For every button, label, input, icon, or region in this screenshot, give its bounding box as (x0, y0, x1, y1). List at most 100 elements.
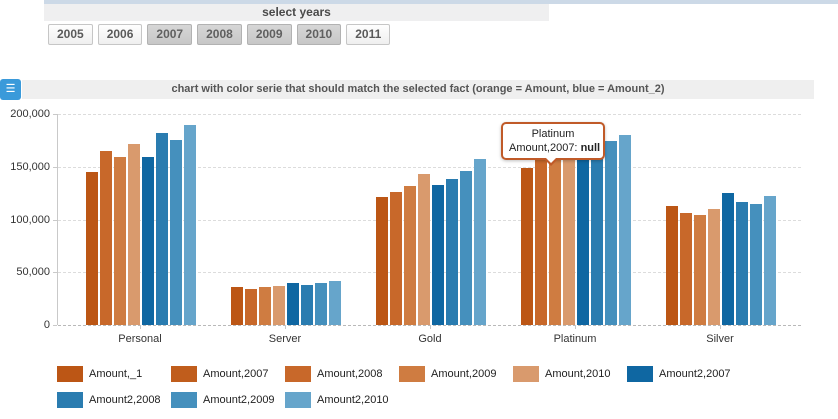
y-tick-mark (53, 220, 57, 221)
bar-group-server (231, 281, 341, 325)
legend-label: Amount,2008 (317, 368, 383, 380)
legend-item-amount-2009[interactable]: Amount,2009 (399, 362, 513, 386)
y-tick-mark (53, 114, 57, 115)
bar-personal-amount2-2008[interactable] (156, 133, 168, 325)
bar-silver-amount-2008[interactable] (680, 213, 692, 325)
legend-swatch-icon (171, 366, 197, 382)
year-button-2006[interactable]: 2006 (97, 24, 143, 45)
bar-silver-amount-2009[interactable] (694, 215, 706, 325)
x-category-label: Server (268, 333, 302, 345)
hamburger-icon[interactable]: ☰ (0, 79, 21, 100)
legend-swatch-icon (285, 392, 311, 408)
year-button-2008[interactable]: 2008 (197, 24, 242, 45)
legend-swatch-icon (171, 392, 197, 408)
y-tick-mark (53, 167, 57, 168)
legend-swatch-icon (57, 392, 83, 408)
legend-label: Amount2,2009 (203, 394, 275, 406)
bar-personal-amount2-2009[interactable] (170, 140, 182, 325)
legend-item-amount2-2008[interactable]: Amount2,2008 (57, 388, 171, 412)
bar-gold-amount2-2009[interactable] (460, 171, 472, 325)
bar-platinum-amount-2010[interactable] (563, 160, 575, 325)
bar-personal-amount2-2010[interactable] (184, 125, 196, 325)
bar-silver-amount-1[interactable] (666, 206, 678, 325)
bar-silver-amount-2010[interactable] (708, 209, 720, 325)
bar-gold-amount-2008[interactable] (390, 192, 402, 325)
legend-item-amount2-2010[interactable]: Amount2,2010 (285, 388, 399, 412)
bar-personal-amount-1[interactable] (86, 172, 98, 325)
bar-gold-amount-2010[interactable] (418, 174, 430, 325)
legend-item-amount-1[interactable]: Amount,_1 (57, 362, 171, 386)
bar-gold-amount-1[interactable] (376, 197, 388, 325)
bar-personal-amount-2008[interactable] (100, 151, 112, 325)
bar-platinum-amount2-2008[interactable] (591, 141, 603, 325)
year-button-2005[interactable]: 2005 (48, 24, 93, 45)
y-tick-label: 50,000 (16, 266, 50, 278)
bar-gold-amount2-2010[interactable] (474, 159, 486, 325)
y-tick-label: 200,000 (10, 108, 50, 120)
bar-server-amount2-2008[interactable] (301, 285, 313, 325)
y-tick-label: 0 (43, 319, 50, 331)
gridline (58, 167, 801, 168)
bar-platinum-amount-2009[interactable] (549, 156, 561, 325)
year-button-2009[interactable]: 2009 (246, 24, 292, 45)
legend-item-amount-2007[interactable]: Amount,2007 (171, 362, 285, 386)
tooltip-category: Platinum (531, 128, 575, 140)
year-button-2010[interactable]: 2010 (296, 24, 342, 45)
bar-silver-amount2-2008[interactable] (736, 202, 748, 325)
legend-swatch-icon (513, 366, 539, 382)
x-category-label: Gold (418, 333, 442, 345)
chart-plot-area (57, 114, 801, 326)
legend-item-amount-2008[interactable]: Amount,2008 (285, 362, 399, 386)
year-button-2011[interactable]: 2011 (346, 24, 391, 45)
legend-item-amount2-2007[interactable]: Amount2,2007 (627, 362, 741, 386)
bar-group-silver (666, 193, 776, 325)
bar-server-amount-2009[interactable] (259, 287, 271, 325)
x-category-label: Platinum (553, 333, 597, 345)
bar-server-amount-2008[interactable] (245, 289, 257, 325)
bar-platinum-amount-2008[interactable] (535, 158, 547, 325)
bar-server-amount2-2010[interactable] (329, 281, 341, 325)
bar-group-personal (86, 125, 196, 325)
x-tick-mark (575, 325, 576, 329)
y-tick-mark (53, 272, 57, 273)
gridline (58, 114, 801, 115)
x-tick-mark (720, 325, 721, 329)
bar-server-amount2-2007[interactable] (287, 283, 299, 325)
bar-platinum-amount2-2009[interactable] (605, 141, 617, 325)
legend-swatch-icon (399, 366, 425, 382)
bar-gold-amount2-2007[interactable] (432, 185, 444, 325)
bar-personal-amount2-2007[interactable] (142, 157, 154, 325)
top-divider-strip (44, 0, 838, 4)
x-tick-mark (285, 325, 286, 329)
legend-label: Amount,2009 (431, 368, 497, 380)
bar-platinum-amount2-2007[interactable] (577, 140, 589, 325)
x-tick-mark (140, 325, 141, 329)
chart-legend: Amount,_1 Amount,2007 Amount,2008 Amount,20… (57, 362, 747, 412)
bar-platinum-amount2-2010[interactable] (619, 135, 631, 325)
bar-personal-amount-2010[interactable] (128, 144, 140, 325)
bar-server-amount-1[interactable] (231, 287, 243, 325)
bar-group-platinum (521, 135, 631, 325)
chart-title-bar: chart with color serie that should match… (22, 80, 814, 99)
legend-label: Amount,_1 (89, 368, 143, 380)
bar-gold-amount-2009[interactable] (404, 186, 416, 325)
bar-silver-amount2-2010[interactable] (764, 196, 776, 325)
bar-platinum-amount-1[interactable] (521, 168, 533, 325)
y-tick-label: 150,000 (10, 161, 50, 173)
legend-item-amount-2010[interactable]: Amount,2010 (513, 362, 627, 386)
gridline (58, 325, 801, 326)
bar-gold-amount2-2008[interactable] (446, 179, 458, 325)
legend-item-amount2-2009[interactable]: Amount2,2009 (171, 388, 285, 412)
year-button-2007[interactable]: 2007 (147, 24, 193, 45)
bar-silver-amount2-2007[interactable] (722, 193, 734, 325)
y-tick-label: 100,000 (10, 214, 50, 226)
bar-personal-amount-2009[interactable] (114, 157, 126, 325)
bar-server-amount-2010[interactable] (273, 286, 285, 325)
bar-silver-amount2-2009[interactable] (750, 204, 762, 325)
tooltip-value: null (580, 142, 601, 154)
legend-swatch-icon (285, 366, 311, 382)
tooltip-series-label: Amount,2007: (509, 142, 578, 154)
bar-server-amount2-2009[interactable] (315, 283, 327, 325)
legend-label: Amount2,2008 (89, 394, 161, 406)
